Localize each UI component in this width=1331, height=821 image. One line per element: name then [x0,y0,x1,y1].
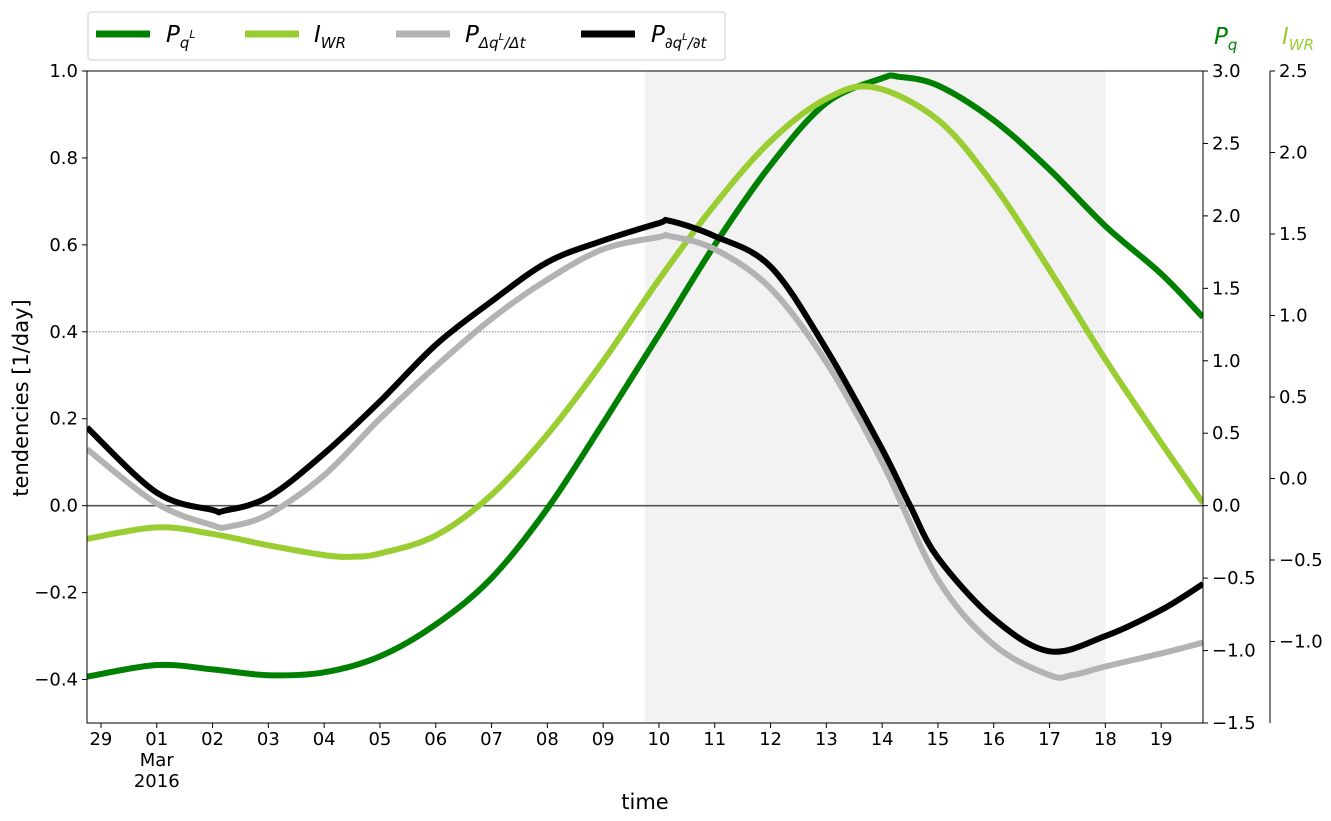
right2-tick-label: −0.5 [1279,550,1323,571]
x-tick-label: 04 [313,729,336,750]
svg-text:Pq: Pq [1214,24,1237,54]
left-tick-label: 0.4 [49,322,78,343]
right1-tick-label: 2.5 [1212,133,1241,154]
legend-label-iwr: IWR [314,22,346,52]
series-line-0 [87,72,1203,680]
x-tick-label: 17 [1038,729,1061,750]
right1-tick-label: 1.0 [1212,351,1241,372]
right2-axis-title-main: I [1282,24,1289,50]
right2-tick-label: −1.0 [1279,632,1323,653]
left-tick-label: 0.6 [49,235,78,256]
right2-axis-title-sub: WR [1289,36,1314,54]
right1-tick-label: 3.0 [1212,61,1241,82]
right1-axis-title-sub: q [1228,36,1238,54]
left-axis-ticks: −0.4 −0.2 0.0 0.2 0.4 0.6 0.8 1.0 [34,61,87,691]
left-tick-label: −0.2 [34,583,78,604]
series-line-2 [87,232,1203,681]
x-tick-label: 13 [815,729,838,750]
x-tick-label: 01 [145,729,168,750]
x-tick-label: 07 [480,729,503,750]
x-tick-label: 18 [1094,729,1117,750]
left-tick-label: 0.0 [49,496,78,517]
legend-label-ppartial: P∂qL/∂t [651,22,708,52]
right2-tick-label: 1.0 [1279,306,1308,327]
plot-border [86,70,1204,724]
right1-axis-title-main: P [1214,24,1228,50]
x-tick-label: 29 [89,729,112,750]
x-tick-label: 08 [536,729,559,750]
right2-tick-label: 2.5 [1279,61,1308,82]
left-tick-label: 0.8 [49,148,78,169]
right1-axis-title: Pq [1214,24,1237,54]
x-tick-label: 19 [1150,729,1173,750]
right1-tick-label: 2.0 [1212,206,1241,227]
x-tick-label: 2016 [134,771,180,792]
left-tick-label: −0.4 [34,670,78,691]
x-tick-label: 06 [424,729,447,750]
x-tick-label: 03 [257,729,280,750]
left-tick-label: 0.2 [49,409,78,430]
series-line-3 [87,216,1203,655]
reference-lines [87,331,1203,507]
right1-tick-label: 1.5 [1212,278,1241,299]
legend: PqL IWR PΔqL/Δt P∂qL/∂t [87,11,726,61]
shaded-interval [645,71,1106,723]
right1-tick-label: 0.0 [1212,496,1241,517]
x-tick-label: 02 [201,729,224,750]
svg-text:IWR: IWR [1282,24,1314,54]
y-axis-label: tendencies [1/day] [9,299,33,496]
series-line-1 [87,83,1203,560]
x-tick-label: 16 [982,729,1005,750]
x-tick-label: Mar [140,750,175,771]
x-tick-label: 11 [703,729,726,750]
right2-axis-ticks: −1.0 −0.5 0.0 0.5 1.0 1.5 2.0 2.5 [1270,61,1323,653]
right1-tick-label: −1.0 [1212,641,1256,662]
right2-tick-label: 0.5 [1279,387,1308,408]
right1-tick-label: −0.5 [1212,568,1256,589]
right1-tick-label: 0.5 [1212,423,1241,444]
right2-axis-title: IWR [1282,24,1314,54]
x-tick-label: 09 [592,729,615,750]
x-tick-label: 14 [871,729,894,750]
right2-tick-label: 0.0 [1279,469,1308,490]
right2-tick-label: 1.5 [1279,224,1308,245]
legend-label-pdelta: PΔqL/Δt [465,22,527,52]
x-tick-label: 15 [926,729,949,750]
right2-tick-label: 2.0 [1279,143,1308,164]
legend-label-pql: PqL [166,22,196,52]
x-tick-label: 05 [368,729,391,750]
left-tick-label: 1.0 [49,61,78,82]
x-axis-label: time [621,790,668,814]
series-lines [87,72,1203,681]
right1-axis-ticks: −1.5 −1.0 −0.5 0.0 0.5 1.0 1.5 2.0 2.5 3.0 [1203,61,1256,734]
x-tick-label: 12 [759,729,782,750]
x-tick-label: 10 [647,729,670,750]
right1-tick-label: −1.5 [1212,713,1256,734]
highlight-shading [645,71,1106,723]
